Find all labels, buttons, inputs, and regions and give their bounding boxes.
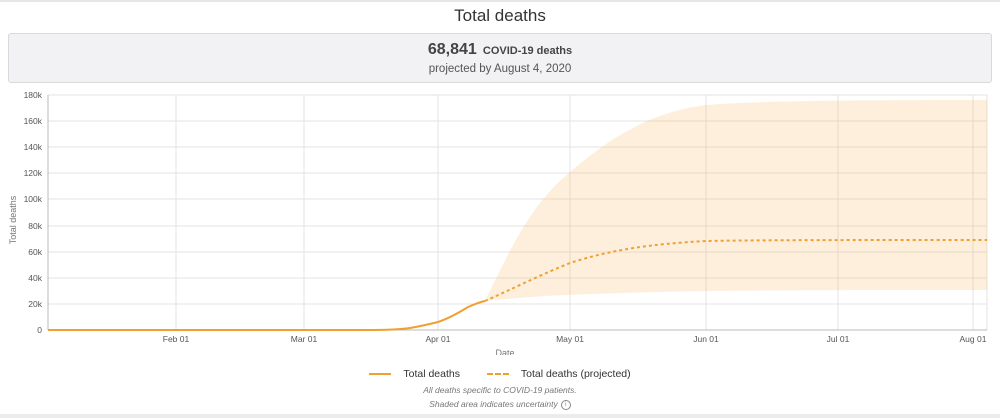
svg-text:Aug 01: Aug 01 [960, 334, 987, 344]
summary-box: 68,841 COVID-19 deaths projected by Augu… [8, 33, 992, 83]
svg-text:80k: 80k [28, 221, 42, 231]
svg-text:120k: 120k [24, 168, 43, 178]
info-icon[interactable]: i [560, 399, 571, 410]
y-axis: 180k 160k 140k 120k 100k 80k 60k 40k 20k… [24, 90, 49, 335]
footnote-deaths: All deaths specific to COVID-19 patients… [423, 385, 577, 395]
vertical-gridlines [175, 95, 988, 330]
legend-item-actual[interactable]: Total deaths [369, 368, 460, 380]
projected-deaths-line [484, 239, 988, 302]
chart-legend: Total deaths Total deaths (projected) [0, 366, 1000, 380]
svg-text:Jun 01: Jun 01 [693, 334, 719, 344]
svg-text:40k: 40k [28, 273, 42, 283]
x-axis: Feb 01 Mar 01 Apr 01 May 01 Jun 01 Jul 0… [48, 329, 987, 344]
top-divider [0, 0, 1000, 2]
projection-date: projected by August 4, 2020 [428, 63, 572, 75]
svg-text:Jul 01: Jul 01 [827, 334, 850, 344]
svg-text:May 01: May 01 [556, 334, 584, 344]
y-axis-title: Total deaths [8, 195, 18, 244]
projected-total-label: COVID-19 deaths [482, 45, 573, 57]
footnote-uncertainty-text: Shaded area indicates uncertainty [429, 399, 558, 409]
uncertainty-band [485, 100, 987, 301]
svg-text:60k: 60k [28, 247, 42, 257]
svg-text:Mar 01: Mar 01 [291, 334, 318, 344]
bottom-divider [0, 414, 1000, 418]
chart-title: Total deaths [454, 6, 546, 25]
legend-label-projected: Total deaths (projected) [520, 368, 631, 380]
projected-total-value: 68,841 [427, 41, 477, 58]
horizontal-gridlines [48, 94, 987, 305]
svg-text:0: 0 [37, 325, 42, 335]
svg-text:140k: 140k [24, 142, 43, 152]
svg-text:20k: 20k [28, 299, 42, 309]
legend-label-actual: Total deaths [403, 368, 460, 380]
svg-text:Apr 01: Apr 01 [425, 334, 450, 344]
actual-deaths-line [48, 300, 486, 331]
svg-text:100k: 100k [24, 194, 43, 204]
svg-text:160k: 160k [24, 116, 43, 126]
legend-item-projected[interactable]: Total deaths (projected) [486, 368, 631, 380]
solid-line-swatch-icon [369, 373, 392, 375]
summary-headline: 68,841 COVID-19 deaths [9, 41, 991, 59]
deaths-line-chart[interactable]: 180k 160k 140k 120k 100k 80k 60k 40k 20k… [0, 85, 1000, 355]
svg-text:180k: 180k [24, 90, 43, 100]
x-axis-title: Date [495, 348, 514, 355]
footnote-uncertainty: Shaded area indicates uncertainty i [0, 399, 1000, 410]
dashed-line-swatch-icon [486, 373, 509, 375]
svg-text:Feb 01: Feb 01 [163, 334, 190, 344]
